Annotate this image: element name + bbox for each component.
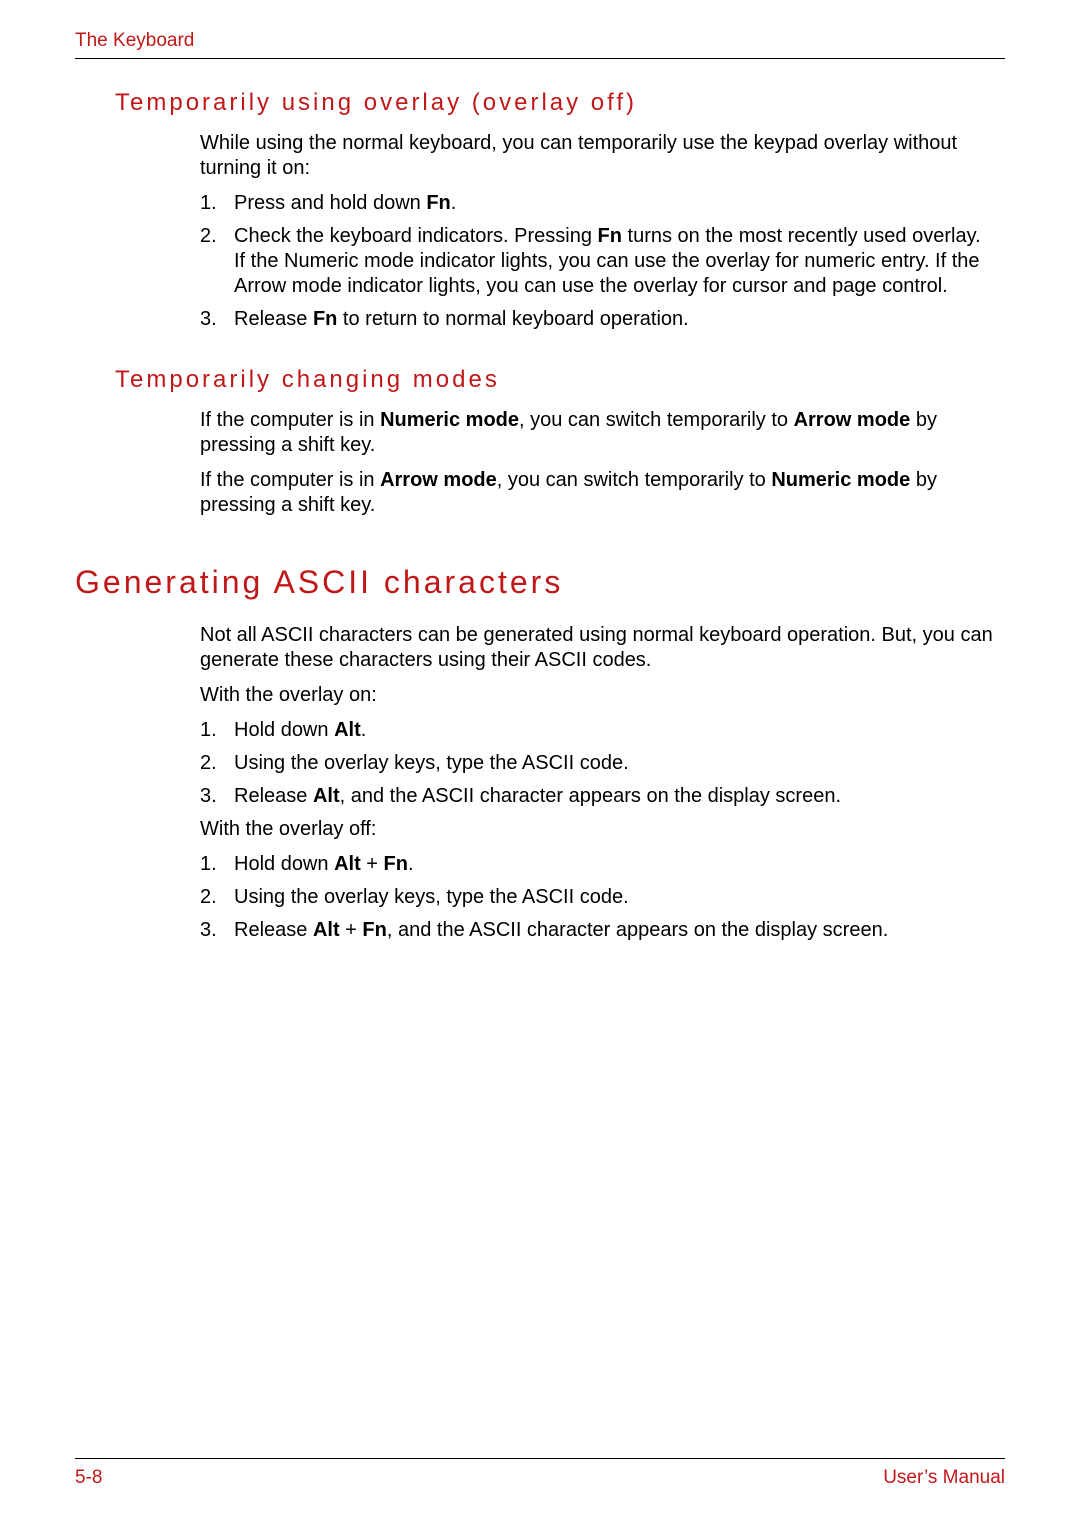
section1-list: 1. Press and hold down Fn. 2. Check the … xyxy=(200,191,995,332)
list-text: Hold down Alt. xyxy=(234,718,995,743)
list-number: 2. xyxy=(200,885,234,910)
list-number: 1. xyxy=(200,852,234,877)
section2-para1: If the computer is in Numeric mode, you … xyxy=(200,408,995,458)
list-item: 3. Release Fn to return to normal keyboa… xyxy=(200,307,995,332)
page-footer: 5-8 User’s Manual xyxy=(75,1458,1005,1489)
overlay-on-label: With the overlay on: xyxy=(200,683,995,708)
list-item: 3. Release Alt + Fn, and the ASCII chara… xyxy=(200,918,995,943)
list-number: 3. xyxy=(200,918,234,943)
list-number: 3. xyxy=(200,307,234,332)
section2-para2: If the computer is in Arrow mode, you ca… xyxy=(200,468,995,518)
list-item: 2. Check the keyboard indicators. Pressi… xyxy=(200,224,995,299)
overlay-off-label: With the overlay off: xyxy=(200,817,995,842)
list-text: Press and hold down Fn. xyxy=(234,191,995,216)
list-item: 1. Hold down Alt + Fn. xyxy=(200,852,995,877)
list-item: 1. Hold down Alt. xyxy=(200,718,995,743)
section3-intro: Not all ASCII characters can be generate… xyxy=(200,623,995,673)
page-number: 5-8 xyxy=(75,1467,102,1489)
list-number: 2. xyxy=(200,224,234,299)
list-text: Hold down Alt + Fn. xyxy=(234,852,995,877)
header-rule xyxy=(75,58,1005,59)
list-text: Release Fn to return to normal keyboard … xyxy=(234,307,995,332)
subheading-changing-modes: Temporarily changing modes xyxy=(115,366,1005,394)
list-text: Using the overlay keys, type the ASCII c… xyxy=(234,751,995,776)
footer-label: User’s Manual xyxy=(883,1467,1005,1489)
list-item: 3. Release Alt, and the ASCII character … xyxy=(200,784,995,809)
overlay-on-list: 1. Hold down Alt. 2. Using the overlay k… xyxy=(200,718,995,809)
list-number: 1. xyxy=(200,718,234,743)
list-item: 2. Using the overlay keys, type the ASCI… xyxy=(200,751,995,776)
list-number: 2. xyxy=(200,751,234,776)
list-item: 1. Press and hold down Fn. xyxy=(200,191,995,216)
list-text: Release Alt + Fn, and the ASCII characte… xyxy=(234,918,995,943)
heading-ascii: Generating ASCII characters xyxy=(75,564,1005,601)
page-content: The Keyboard Temporarily using overlay (… xyxy=(0,0,1080,943)
list-item: 2. Using the overlay keys, type the ASCI… xyxy=(200,885,995,910)
list-number: 3. xyxy=(200,784,234,809)
subheading-overlay-off: Temporarily using overlay (overlay off) xyxy=(115,89,1005,117)
list-text: Check the keyboard indicators. Pressing … xyxy=(234,224,995,299)
overlay-off-list: 1. Hold down Alt + Fn. 2. Using the over… xyxy=(200,852,995,943)
list-text: Using the overlay keys, type the ASCII c… xyxy=(234,885,995,910)
section1-intro: While using the normal keyboard, you can… xyxy=(200,131,995,181)
running-header: The Keyboard xyxy=(75,30,1005,52)
list-text: Release Alt, and the ASCII character app… xyxy=(234,784,995,809)
list-number: 1. xyxy=(200,191,234,216)
footer-rule xyxy=(75,1458,1005,1459)
